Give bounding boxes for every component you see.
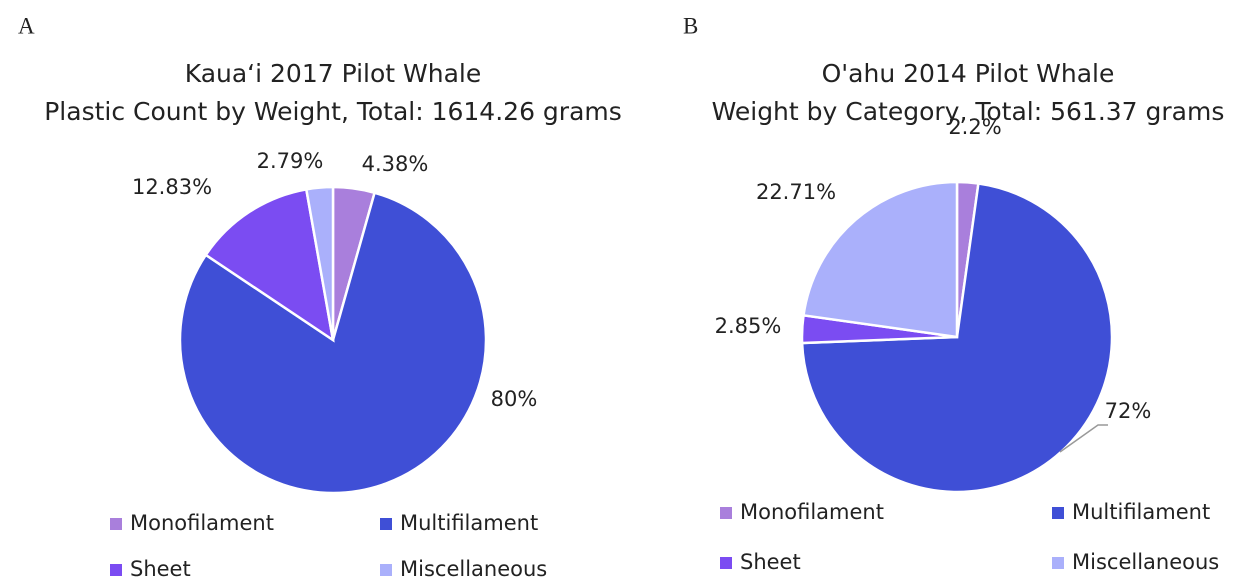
legend-label: Sheet bbox=[130, 557, 191, 581]
legend-swatch bbox=[720, 507, 732, 519]
legend-label: Sheet bbox=[740, 550, 801, 574]
chart-title: O'ahu 2014 Pilot Whale bbox=[822, 59, 1115, 88]
chart-title: Kaua‘i 2017 Pilot Whale bbox=[185, 59, 482, 88]
legend-label: Miscellaneous bbox=[400, 557, 547, 581]
legend-label: Multifilament bbox=[400, 511, 538, 535]
legend-swatch bbox=[720, 557, 732, 569]
pie-slice bbox=[802, 180, 959, 339]
panel-label: B bbox=[683, 13, 698, 38]
pie-slice bbox=[178, 191, 488, 495]
legend-swatch bbox=[1052, 557, 1064, 569]
legend-label: Monofilament bbox=[740, 500, 884, 524]
data-label: 22.71% bbox=[756, 180, 836, 204]
panel-label: A bbox=[18, 13, 35, 38]
data-label: 4.38% bbox=[362, 152, 429, 176]
data-label: 2.85% bbox=[715, 314, 782, 338]
legend-swatch bbox=[380, 518, 392, 530]
legend-label: Miscellaneous bbox=[1072, 550, 1219, 574]
legend-label: Multifilament bbox=[1072, 500, 1210, 524]
data-label: 12.83% bbox=[132, 175, 212, 199]
chart-subtitle: Plastic Count by Weight, Total: 1614.26 … bbox=[44, 97, 622, 126]
legend-label: Monofilament bbox=[130, 511, 274, 535]
data-label: 72% bbox=[1105, 399, 1152, 423]
legend-swatch bbox=[110, 564, 122, 576]
legend-swatch bbox=[1052, 507, 1064, 519]
legend-swatch bbox=[110, 518, 122, 530]
data-label: 80% bbox=[491, 387, 538, 411]
data-label: 2.79% bbox=[257, 149, 324, 173]
leader-line bbox=[1059, 424, 1108, 453]
chart-subtitle: Weight by Category, Total: 561.37 grams bbox=[712, 97, 1225, 126]
data-label: 2.2% bbox=[948, 115, 1001, 139]
pie-slice bbox=[304, 185, 335, 341]
legend-swatch bbox=[380, 564, 392, 576]
pie-slice bbox=[204, 187, 335, 343]
